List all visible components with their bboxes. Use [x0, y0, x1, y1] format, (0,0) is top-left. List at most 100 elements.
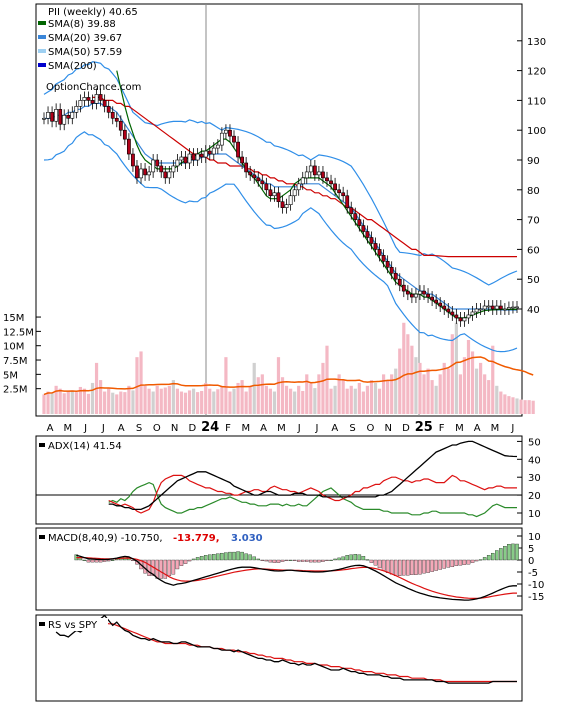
candle-body — [329, 180, 333, 185]
volume-bar — [361, 391, 365, 414]
candle-body — [418, 290, 422, 295]
macd-hist-bar — [438, 559, 442, 570]
volume-bar — [483, 374, 487, 414]
volume-bar — [143, 385, 147, 414]
macd-hist-bar — [503, 546, 507, 561]
rs-line — [55, 614, 517, 684]
candle-body — [102, 100, 107, 107]
candle-body — [466, 314, 471, 319]
volume-bar — [248, 385, 252, 414]
volume-bar — [418, 362, 422, 414]
macd-hist-bar — [402, 559, 406, 576]
volume-bar — [135, 357, 139, 414]
volume-bar — [365, 385, 370, 414]
x-axis-label: 24 — [201, 420, 219, 435]
price-tick-label: 100 — [527, 126, 546, 137]
x-axis-label: O — [153, 423, 161, 434]
candle-body — [159, 165, 164, 173]
bollinger-upper-line — [43, 61, 518, 286]
macd-hist-bar — [414, 559, 418, 575]
candle-body — [381, 255, 386, 262]
adx-tick-label: 40 — [528, 455, 541, 466]
volume-bar — [151, 391, 155, 414]
macd-hist-bar — [333, 558, 337, 561]
candle-body — [462, 317, 467, 322]
price-tick-label: 50 — [527, 275, 540, 286]
macd-hist-bar — [220, 552, 224, 561]
macd-hist-bar — [361, 556, 366, 561]
candle-body — [317, 171, 321, 176]
macd-hist-bar — [292, 559, 297, 561]
candle-body — [46, 112, 50, 119]
candle-body — [86, 97, 91, 101]
candle-body — [373, 243, 378, 250]
x-axis-label: J — [510, 423, 514, 434]
sma-long-line — [92, 96, 517, 258]
macd-hist-bar — [398, 559, 402, 576]
x-axis-label: J — [83, 423, 87, 434]
candle-body — [122, 129, 127, 140]
volume-bar — [50, 392, 54, 414]
legend-swatch — [38, 35, 46, 39]
candle-body — [163, 171, 168, 179]
volume-bar — [82, 388, 87, 414]
candle-body — [139, 168, 143, 179]
macd-hist-bar — [317, 559, 321, 563]
candle-body — [126, 138, 131, 155]
candle-body — [357, 219, 362, 226]
candle-body — [155, 159, 160, 167]
candle-body — [490, 305, 495, 310]
candle-body — [288, 195, 293, 205]
candle-body — [470, 311, 475, 316]
di-minus-line — [108, 474, 517, 514]
candle-body — [98, 94, 103, 101]
price-tick-label: 110 — [527, 96, 546, 107]
macd-hist-bar — [208, 554, 212, 561]
volume-tick-label: 5M — [3, 370, 18, 381]
volume-bar — [260, 374, 264, 414]
macd-hist-bar — [490, 552, 495, 561]
x-axis-label: M — [63, 423, 72, 434]
volume-bar — [293, 391, 297, 414]
volume-bar — [191, 388, 196, 414]
volume-bar — [402, 322, 406, 414]
macd-hist-bar — [410, 559, 414, 575]
volume-bar — [232, 388, 236, 414]
macd-hist-bar — [470, 559, 475, 563]
macd-label-bg — [38, 531, 274, 544]
volume-bar — [345, 388, 349, 414]
candle-body — [211, 147, 216, 155]
volume-bar — [127, 385, 131, 414]
macd-hist-bar — [474, 559, 479, 562]
candle-body — [42, 117, 46, 120]
volume-bar — [341, 380, 345, 414]
volume-bar — [495, 385, 499, 414]
macd-hist-bar — [418, 559, 422, 575]
legend-label: SMA(20) 39.67 — [48, 33, 122, 44]
macd-hist-bar — [296, 559, 301, 562]
candle-body — [50, 112, 54, 122]
macd-hist-bar — [430, 559, 434, 572]
candle-body — [494, 305, 499, 310]
macd-hist-bar — [462, 559, 467, 565]
price-tick-label: 130 — [527, 37, 546, 48]
macd-hist-bar — [478, 559, 483, 561]
adx-y-ticks: 50 40 30 20 10 — [517, 437, 541, 520]
volume-tick-label: 2.5M — [3, 385, 28, 396]
volume-tick-label: 12.5M — [3, 327, 34, 338]
volume-bar — [155, 385, 159, 414]
volume-bar — [131, 390, 135, 414]
volume-bar — [171, 380, 175, 414]
candle-body — [240, 156, 244, 164]
price-tick-label: 40 — [527, 305, 540, 316]
candle-body — [94, 94, 99, 104]
candle-body — [430, 296, 435, 301]
candle-body — [321, 171, 325, 179]
adx-tick-label: 10 — [528, 509, 541, 520]
candle-body — [219, 132, 224, 146]
x-axis-label: S — [349, 423, 355, 434]
macd-hist-bar — [179, 559, 184, 566]
volume-bar — [86, 393, 91, 414]
volume-bar — [470, 351, 475, 414]
macd-hist-bar — [369, 559, 374, 563]
